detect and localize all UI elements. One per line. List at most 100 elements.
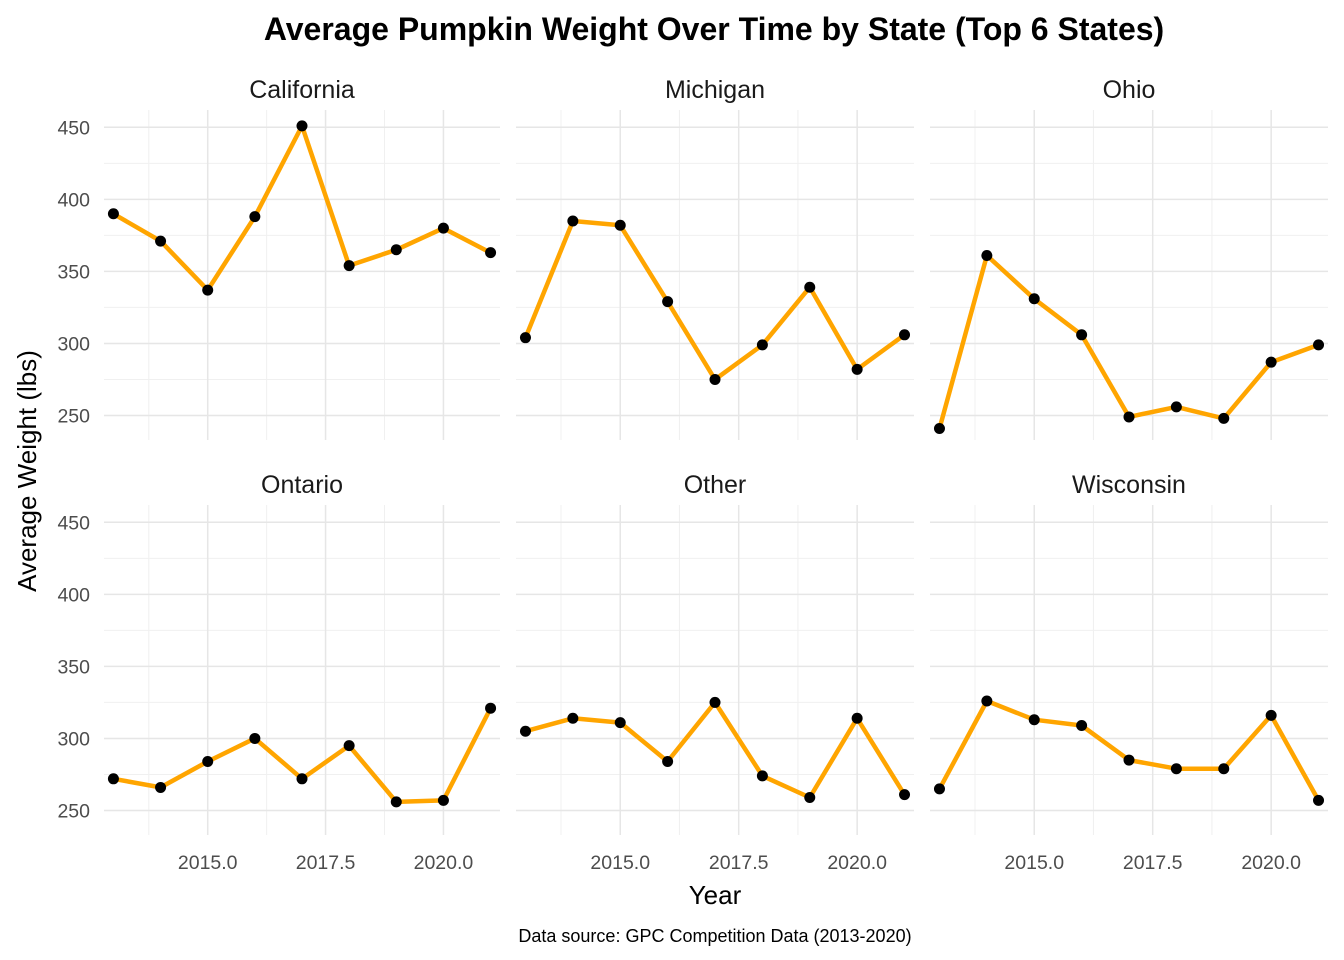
x-tick-label: 2015.0 (1004, 852, 1064, 874)
data-point (202, 756, 214, 768)
data-point (1076, 329, 1088, 341)
facet-panels: California Michigan Ohio Ontario Other Wiscon… (104, 76, 1328, 835)
data-point (296, 773, 308, 785)
data-point (1218, 412, 1230, 424)
y-tick-label: 400 (57, 584, 90, 606)
data-point (107, 208, 119, 220)
data-point (756, 339, 768, 351)
data-point (155, 235, 167, 247)
chart-title: Average Pumpkin Weight Over Time by Stat… (264, 11, 1164, 47)
data-point (1028, 714, 1040, 726)
data-point (343, 740, 355, 752)
panel-other: Other (516, 471, 914, 835)
y-tick-label: 400 (57, 189, 90, 211)
data-point (202, 284, 214, 296)
data-point (567, 215, 579, 227)
gridlines (104, 110, 500, 440)
data-point (1028, 293, 1040, 305)
x-tick-label: 2015.0 (590, 852, 650, 874)
panel-california: California (104, 76, 500, 440)
x-tick-label: 2020.0 (827, 852, 887, 874)
data-point (155, 781, 167, 793)
data-point (343, 260, 355, 272)
gridlines (930, 505, 1328, 835)
data-point (1123, 411, 1135, 423)
y-axis-ticks: 250 300 350 400 450 250 300 350 400 450 (57, 117, 90, 822)
data-point (1076, 719, 1088, 731)
gridlines (516, 505, 914, 835)
data-point (390, 796, 402, 808)
data-point (756, 770, 768, 782)
data-point (709, 696, 721, 708)
data-point (981, 695, 993, 707)
data-point (1313, 794, 1325, 806)
facet-label: California (249, 76, 355, 104)
x-tick-label: 2020.0 (414, 852, 474, 874)
data-point (933, 783, 945, 795)
y-tick-label: 450 (57, 117, 90, 139)
facet-label: Other (684, 471, 747, 499)
facet-label: Ontario (261, 471, 343, 499)
x-tick-label: 2020.0 (1241, 852, 1301, 874)
x-axis-ticks: 2015.0 2017.5 2020.0 2015.0 2017.5 2020.0 2015… (178, 852, 1301, 874)
series-line (937, 698, 1321, 803)
y-axis-title: Average Weight (lbs) (12, 350, 42, 592)
data-point (1265, 709, 1277, 721)
data-point (107, 773, 119, 785)
data-point (933, 422, 945, 434)
gridlines (104, 505, 500, 835)
facet-label: Wisconsin (1072, 471, 1186, 499)
data-point (614, 219, 626, 231)
series-line (937, 253, 1321, 431)
y-tick-label: 350 (57, 261, 90, 283)
data-point (899, 789, 911, 801)
data-point (1265, 356, 1277, 368)
data-point (485, 702, 497, 714)
data-point (614, 717, 626, 729)
facet-label: Michigan (665, 76, 765, 104)
data-point (519, 725, 531, 737)
panel-ontario: Ontario (104, 471, 500, 835)
series-line (111, 705, 493, 805)
gridlines (516, 110, 914, 440)
data-point (662, 296, 674, 308)
data-point (804, 281, 816, 293)
y-tick-label: 300 (57, 728, 90, 750)
data-point (1170, 401, 1182, 413)
data-point (851, 363, 863, 375)
data-point (390, 244, 402, 256)
data-point (1170, 763, 1182, 775)
data-point (851, 712, 863, 724)
data-point (485, 247, 497, 259)
x-tick-label: 2017.5 (1123, 852, 1183, 874)
x-tick-label: 2015.0 (178, 852, 238, 874)
x-axis-title: Year (689, 880, 742, 910)
series-line (111, 123, 493, 293)
x-tick-label: 2017.5 (296, 852, 356, 874)
y-tick-label: 450 (57, 512, 90, 534)
data-point (1218, 763, 1230, 775)
panel-wisconsin: Wisconsin (930, 471, 1328, 835)
data-point (519, 332, 531, 344)
data-point (437, 222, 449, 234)
data-point (296, 120, 308, 132)
gridlines (930, 110, 1328, 440)
data-point (567, 712, 579, 724)
data-point (437, 794, 449, 806)
y-tick-label: 350 (57, 656, 90, 678)
data-point (981, 250, 993, 262)
x-tick-label: 2017.5 (709, 852, 769, 874)
data-point (249, 211, 261, 223)
series-line (523, 700, 907, 800)
data-point (804, 792, 816, 804)
data-point (1313, 339, 1325, 351)
data-point (899, 329, 911, 341)
y-tick-label: 300 (57, 333, 90, 355)
data-point (249, 732, 261, 744)
data-point (709, 373, 721, 385)
data-point (1123, 754, 1135, 766)
chart-caption: Data source: GPC Competition Data (2013-… (518, 926, 911, 946)
y-tick-label: 250 (57, 801, 90, 823)
series-line (523, 218, 907, 382)
